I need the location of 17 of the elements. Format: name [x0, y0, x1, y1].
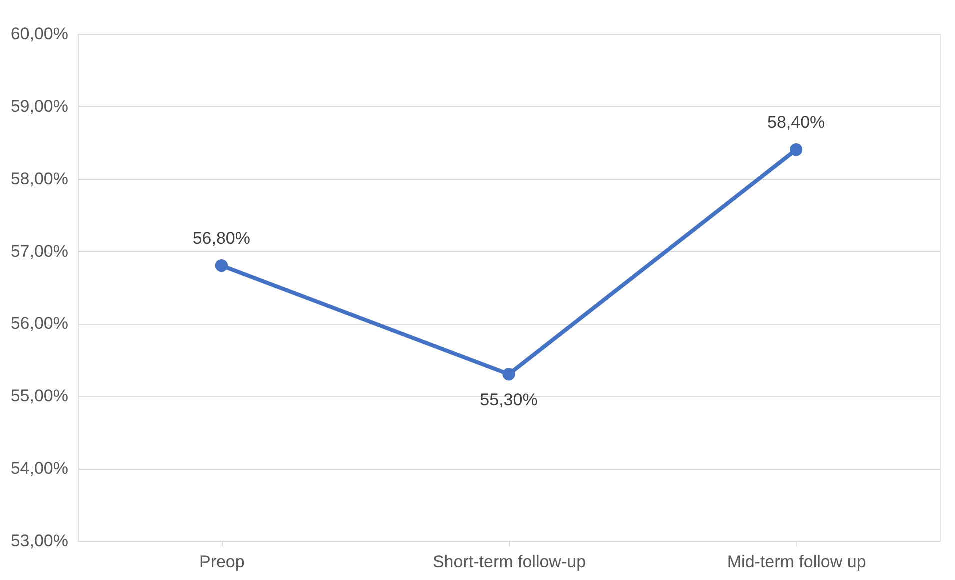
y-tick-label: 54,00% [10, 459, 68, 478]
y-tick-label: 53,00% [10, 532, 68, 550]
x-tick-label: Short-term follow-up [432, 552, 586, 572]
y-tick-label: 55,00% [10, 386, 68, 406]
point [215, 259, 228, 272]
point [502, 368, 516, 381]
data-label: 56,80% [192, 228, 251, 248]
y-tick-label: 56,00% [10, 314, 68, 334]
y-tick-label: 60,00% [10, 24, 68, 44]
x-tick-label: Mid-term follow up [727, 552, 866, 572]
y-tick-label: 59,00% [10, 96, 68, 116]
data-label: 58,40% [767, 112, 826, 132]
x-tick-label: Preop [199, 552, 245, 572]
data-label: 55,30% [480, 390, 538, 410]
y-tick-label: 58,00% [10, 169, 68, 188]
y-tick-label: 57,00% [10, 242, 68, 261]
point [790, 144, 803, 156]
